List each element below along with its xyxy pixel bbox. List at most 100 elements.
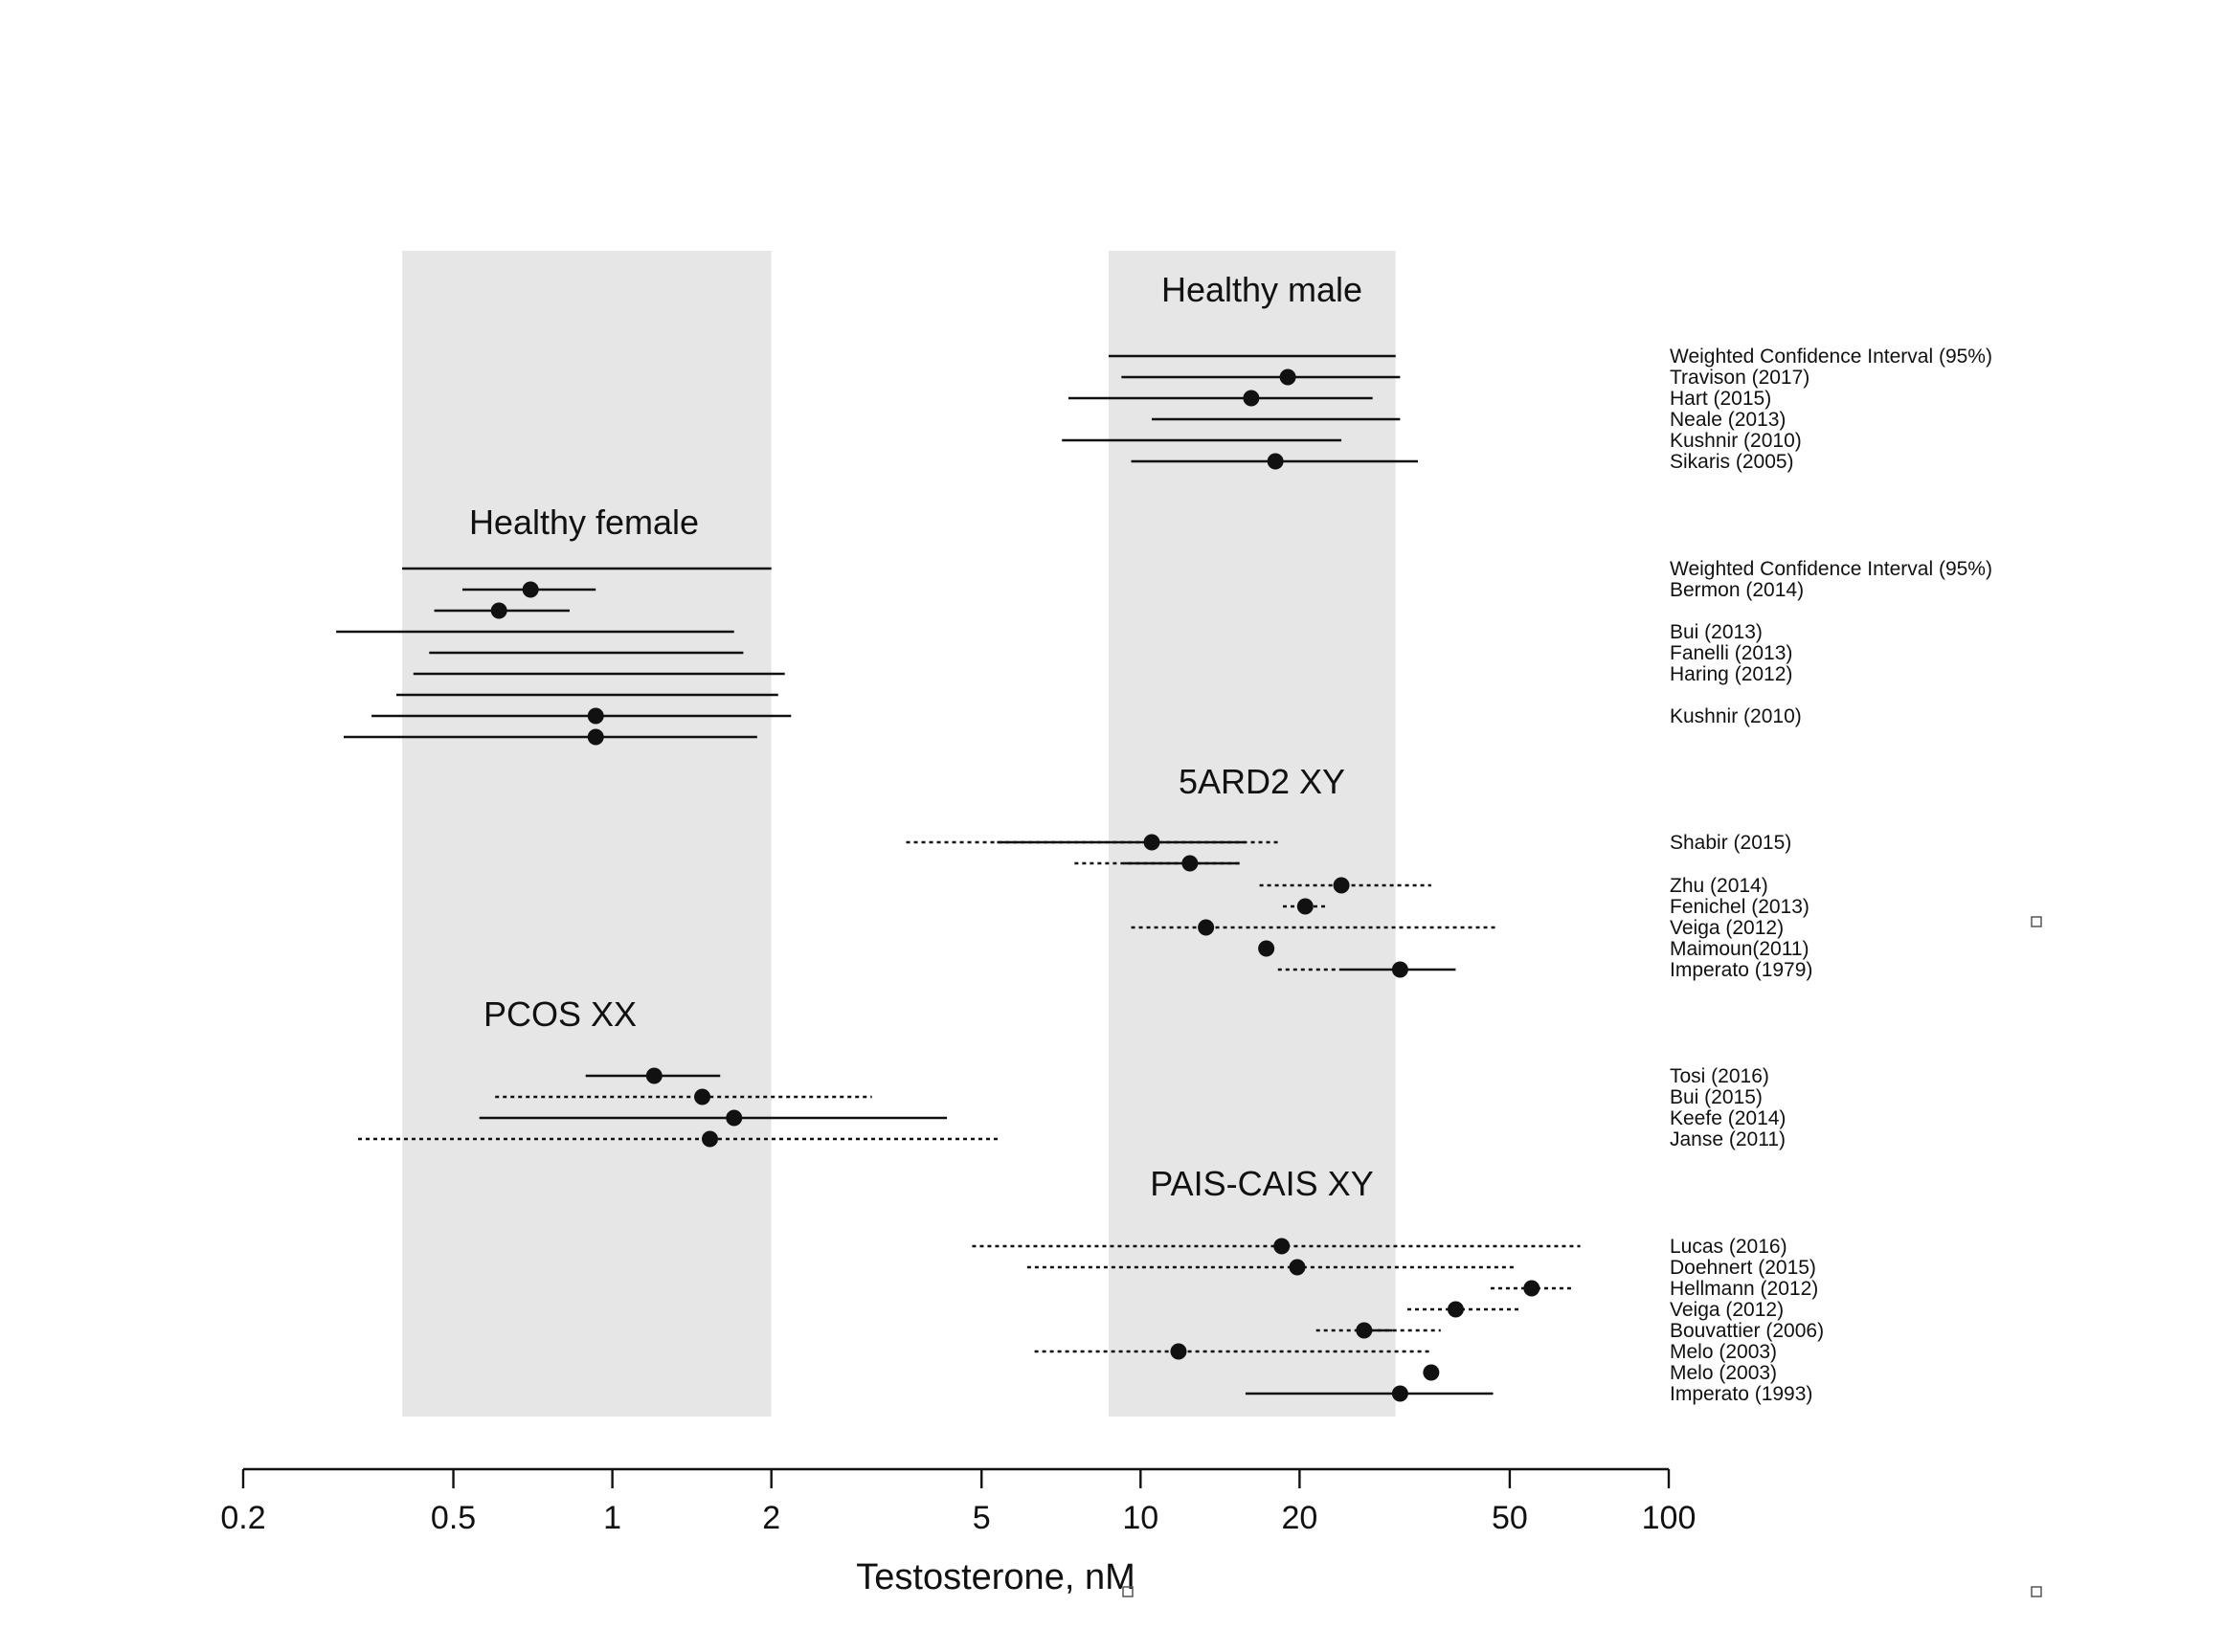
study-row bbox=[1277, 961, 1456, 978]
x-tick-label: 10 bbox=[1122, 1500, 1158, 1536]
study-row bbox=[906, 834, 1280, 851]
study-label: Veiga (2012) bbox=[1670, 1299, 1784, 1321]
study-label: Maimoun(2011) bbox=[1670, 938, 1809, 960]
study-label: Fenichel (2013) bbox=[1670, 896, 1809, 918]
point-estimate bbox=[694, 1088, 711, 1105]
study-label: Sikaris (2005) bbox=[1670, 451, 1794, 473]
point-estimate bbox=[1181, 855, 1199, 872]
point-estimate bbox=[522, 581, 539, 598]
study-row bbox=[1490, 1280, 1574, 1297]
study-label: Bui (2015) bbox=[1670, 1086, 1763, 1108]
x-tick-label: 0.5 bbox=[431, 1500, 476, 1536]
study-row bbox=[344, 728, 757, 746]
study-labels: Weighted Confidence Interval (95%)Travis… bbox=[1670, 346, 1992, 1405]
reference-bands bbox=[402, 251, 1396, 1417]
x-tick-label: 5 bbox=[973, 1500, 991, 1536]
point-estimate bbox=[1391, 961, 1408, 978]
study-row bbox=[972, 1238, 1581, 1255]
artifact-markers bbox=[1122, 916, 2042, 1597]
study-label: Janse (2011) bbox=[1670, 1128, 1786, 1150]
study-row bbox=[1406, 1301, 1519, 1318]
point-estimate bbox=[1279, 368, 1296, 386]
study-label: Shabir (2015) bbox=[1670, 832, 1791, 854]
study-label: Haring (2012) bbox=[1670, 663, 1792, 685]
study-row bbox=[461, 581, 596, 598]
study-row bbox=[1034, 1343, 1431, 1360]
study-label: Bui (2013) bbox=[1670, 621, 1763, 643]
healthy-female-range bbox=[402, 251, 772, 1417]
x-axis: 0.2 0.5 1 2 5 10 20 50 100 bbox=[220, 1467, 1697, 1536]
point-estimate bbox=[490, 602, 507, 619]
x-tick-label: 1 bbox=[603, 1500, 621, 1536]
point-estimate bbox=[1333, 877, 1350, 894]
point-estimate bbox=[1289, 1259, 1306, 1276]
group-title-5ard2-xy: 5ARD2 XY bbox=[1179, 762, 1345, 801]
x-axis-title: Testosterone, nM bbox=[856, 1557, 1135, 1597]
study-row bbox=[1282, 898, 1326, 915]
group-title-pais-cais-xy: PAIS-CAIS XY bbox=[1150, 1164, 1373, 1203]
study-label: Kushnir (2010) bbox=[1670, 430, 1802, 452]
study-row bbox=[1026, 1259, 1515, 1276]
study-row bbox=[434, 602, 570, 619]
x-tick-label: 2 bbox=[762, 1500, 780, 1536]
point-estimate bbox=[726, 1109, 743, 1127]
point-estimate bbox=[1423, 1364, 1440, 1381]
study-label: Hellmann (2012) bbox=[1670, 1278, 1818, 1300]
study-row bbox=[1259, 877, 1431, 894]
study-row bbox=[1074, 855, 1240, 872]
study-label: Lucas (2016) bbox=[1670, 1236, 1787, 1258]
point-estimate bbox=[587, 707, 604, 725]
study-label: Fanelli (2013) bbox=[1670, 642, 1792, 664]
study-label: Keefe (2014) bbox=[1670, 1107, 1786, 1129]
artifact-square bbox=[2031, 1586, 2042, 1597]
study-row bbox=[357, 1130, 1000, 1148]
point-estimate bbox=[1356, 1322, 1373, 1339]
point-estimate bbox=[1447, 1301, 1464, 1318]
study-label: Tosi (2016) bbox=[1670, 1065, 1769, 1087]
group-title-pcos-xx: PCOS XX bbox=[483, 994, 637, 1034]
study-label: Doehnert (2015) bbox=[1670, 1257, 1816, 1279]
point-estimate bbox=[1267, 453, 1284, 470]
study-row bbox=[1423, 1364, 1440, 1381]
x-tick-label: 20 bbox=[1281, 1500, 1317, 1536]
artifact-square bbox=[2031, 916, 2042, 927]
point-estimate bbox=[1258, 940, 1275, 957]
study-row bbox=[1245, 1385, 1494, 1402]
study-row bbox=[585, 1067, 721, 1084]
point-estimate bbox=[1523, 1280, 1540, 1297]
study-row bbox=[479, 1109, 948, 1127]
study-label: Bouvattier (2006) bbox=[1670, 1320, 1824, 1342]
point-estimate bbox=[645, 1067, 663, 1084]
study-row bbox=[1131, 453, 1418, 470]
point-estimate bbox=[1170, 1343, 1187, 1360]
study-label: Zhu (2014) bbox=[1670, 875, 1768, 897]
point-estimate bbox=[1143, 834, 1160, 851]
study-rows bbox=[336, 354, 1581, 1402]
point-estimate bbox=[702, 1130, 719, 1148]
group-title-healthy-male: Healthy male bbox=[1161, 270, 1362, 309]
x-tick-label: 0.2 bbox=[220, 1500, 265, 1536]
point-estimate bbox=[1198, 919, 1215, 936]
point-estimate bbox=[1273, 1238, 1291, 1255]
study-row bbox=[1131, 919, 1498, 936]
study-label: Hart (2015) bbox=[1670, 388, 1771, 410]
study-label: Melo (2003) bbox=[1670, 1362, 1777, 1384]
study-label: Kushnir (2010) bbox=[1670, 705, 1802, 727]
point-estimate bbox=[587, 728, 604, 746]
healthy-male-range bbox=[1108, 251, 1396, 1417]
group-title-healthy-female: Healthy female bbox=[469, 502, 699, 542]
x-tick-label: 100 bbox=[1642, 1500, 1697, 1536]
x-tick-label: 50 bbox=[1492, 1500, 1528, 1536]
study-label: Weighted Confidence Interval (95%) bbox=[1670, 558, 1992, 580]
study-label: Weighted Confidence Interval (95%) bbox=[1670, 346, 1992, 368]
study-label: Neale (2013) bbox=[1670, 409, 1786, 431]
artifact-square bbox=[1122, 1586, 1134, 1597]
study-label: Imperato (1979) bbox=[1670, 959, 1812, 981]
study-row bbox=[1068, 390, 1373, 407]
study-label: Melo (2003) bbox=[1670, 1341, 1777, 1363]
group-titles: Healthy male Healthy female 5ARD2 XY PCOS X… bbox=[469, 270, 1374, 1203]
study-label: Travison (2017) bbox=[1670, 367, 1809, 389]
point-estimate bbox=[1243, 390, 1260, 407]
study-label: Imperato (1993) bbox=[1670, 1383, 1812, 1405]
